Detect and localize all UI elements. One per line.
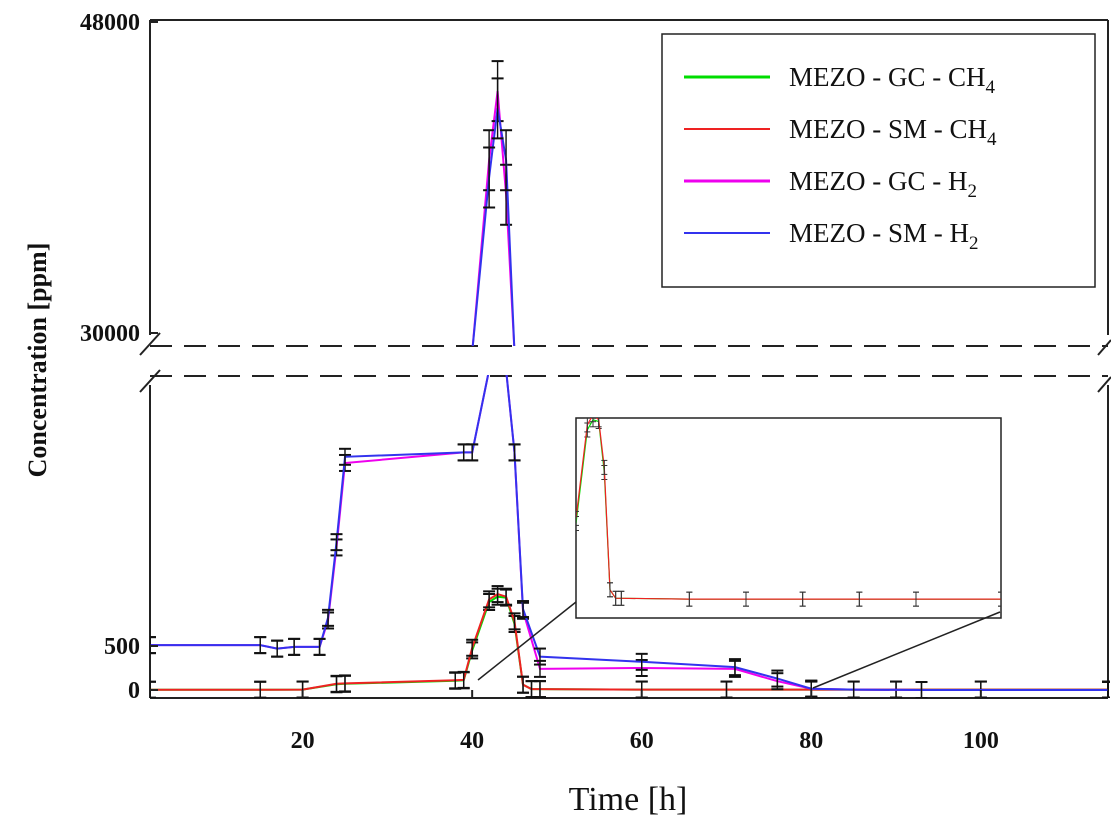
data-point-mezo-sm-ch4 [508,612,521,631]
data-point-mezo-sm-h2 [1102,681,1110,698]
data-point-mezo-sm-h2 [771,669,784,688]
plot-frame [149,19,1109,699]
inset-point-mezo-sm-ch4 [618,590,625,606]
series-line-mezo-sm-h2 [150,375,1108,691]
ticks-layer: 20 40 60 80 100 0 500 30000 48000 [80,10,999,754]
data-point-mezo-sm-h2 [500,129,513,192]
inset-point-mezo-sm-ch4 [595,418,602,428]
data-point-mezo-sm-h2 [517,600,530,619]
data-point-mezo-sm-h2 [254,636,267,655]
x-tick-label: 100 [963,728,999,754]
x-tick-label: 40 [460,728,484,754]
inset-point-mezo-gc-ch4 [576,516,579,531]
data-point-mezo-sm-h2 [728,658,741,677]
y-tick-label: 0 [128,678,140,704]
inset-point-mezo-sm-ch4 [913,591,919,607]
data-point-mezo-sm-ch4 [533,680,546,698]
data-point-mezo-sm-ch4 [254,680,267,698]
data-point-mezo-sm-h2 [271,639,284,658]
data-point-mezo-sm-h2 [330,533,343,552]
legend-label: MEZO - SM - H2 [789,218,979,254]
data-point-mezo-sm-ch4 [466,638,479,657]
data-point-mezo-sm-h2 [313,637,326,656]
data-point-mezo-sm-h2 [483,146,496,209]
inset-point-mezo-sm-ch4 [601,459,608,475]
legend-label: MEZO - GC - CH4 [789,62,996,98]
x-axis-label: Time [h] [569,781,688,818]
inset-point-mezo-sm-ch4 [576,510,579,526]
inset-point-mezo-sm-ch4 [612,590,619,606]
data-point-mezo-sm-ch4 [150,680,156,698]
inset-point-mezo-sm-ch4 [799,591,806,607]
inset-point-mezo-sm-ch4 [998,591,1001,607]
x-tick-label: 60 [630,728,654,754]
y-tick-label: 30000 [80,321,140,347]
series-layer [150,60,1110,698]
data-point-mezo-sm-h2 [491,77,504,140]
inset-point-mezo-sm-ch4 [686,591,693,607]
legend-entry: MEZO - GC - H2 [684,166,977,202]
data-point-mezo-sm-ch4 [720,680,733,698]
data-point-mezo-sm-ch4 [517,675,530,694]
legend-entry: MEZO - GC - CH4 [684,62,996,98]
x-tick-label: 20 [291,728,315,754]
inset-point-mezo-sm-ch4 [856,591,863,607]
axis-break [139,332,1111,393]
data-point-mezo-sm-h2 [466,443,479,462]
data-point-mezo-sm-ch4 [483,590,496,609]
data-point-mezo-sm-h2 [508,443,521,462]
legend-entry: MEZO - SM - CH4 [684,114,997,150]
legend: MEZO - GC - CH4 MEZO - SM - CH4 MEZO - GC … [661,33,1096,288]
data-point-mezo-sm-ch4 [338,674,351,693]
data-point-mezo-sm-h2 [150,636,156,655]
y-tick-label: 48000 [80,10,140,36]
legend-label: MEZO - GC - H2 [789,166,977,202]
data-point-mezo-sm-h2 [338,447,351,466]
y-axis-label: Concentration [ppm] [23,243,52,478]
y-tick-label: 500 [104,634,140,660]
data-point-mezo-sm-ch4 [500,587,513,606]
legend-entry: MEZO - SM - H2 [684,218,979,254]
inset-point-mezo-sm-ch4 [590,418,596,423]
data-point-mezo-sm-h2 [533,647,546,666]
data-point-mezo-sm-ch4 [491,585,504,604]
data-point-mezo-sm-h2 [322,608,335,627]
x-tick-label: 80 [799,728,823,754]
inset-point-mezo-sm-ch4 [607,582,613,598]
legend-label: MEZO - SM - CH4 [789,114,997,150]
inset-point-mezo-sm-ch4 [584,418,591,433]
inset-zoom [477,417,1002,689]
data-point-mezo-sm-h2 [635,652,648,671]
data-point-mezo-sm-ch4 [457,670,470,689]
inset-point-mezo-sm-ch4 [743,591,749,607]
data-point-mezo-sm-h2 [847,680,860,698]
data-point-mezo-sm-h2 [288,637,301,656]
data-point-mezo-sm-h2 [915,681,928,698]
